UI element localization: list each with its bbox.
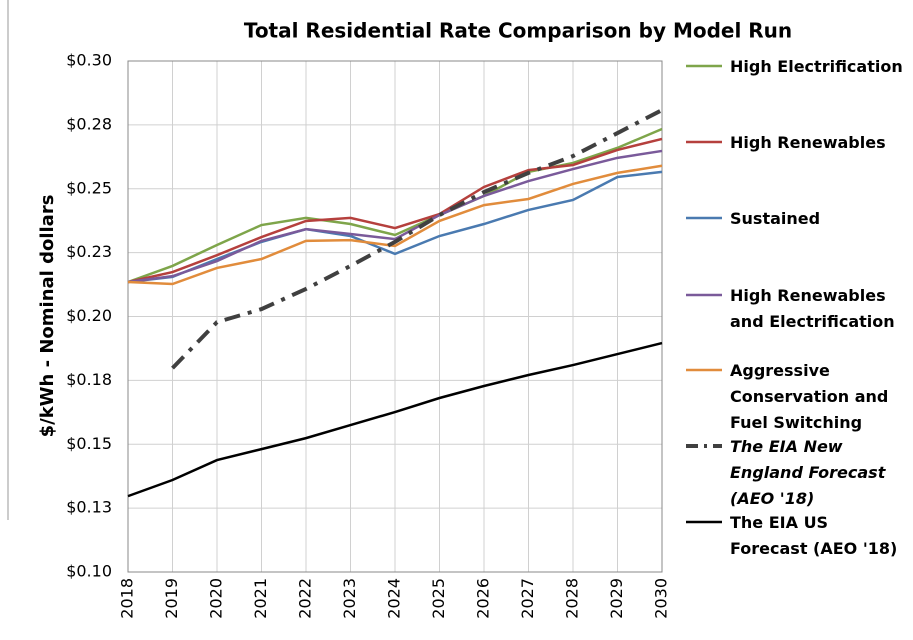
y-axis-label: $/kWh - Nominal dollars [37, 195, 58, 438]
series-line [127, 127, 663, 284]
x-tick-label: 2024 [385, 578, 404, 619]
legend-label: The EIA New England Forecast (AEO '18) [730, 437, 886, 508]
y-tick-label: $0.20 [66, 306, 112, 325]
y-tick-label: $0.28 [66, 114, 112, 133]
legend-label: Sustained [730, 209, 821, 228]
x-tick-label: 2028 [563, 578, 582, 619]
plot-border [127, 60, 663, 573]
series-line [127, 164, 663, 286]
x-tick-label: 2025 [429, 578, 448, 619]
x-tick-label: 2027 [518, 578, 537, 619]
series-line [127, 137, 663, 284]
x-tick-label: 2020 [207, 578, 226, 619]
x-tick-label: 2021 [251, 578, 270, 619]
y-tick-label: $0.15 [66, 434, 112, 453]
x-tick-label: 2029 [607, 578, 626, 619]
x-tick-label: 2019 [162, 578, 181, 619]
series-line [127, 149, 663, 284]
y-tick-label: $0.10 [66, 562, 112, 581]
y-tick-label: $0.25 [66, 178, 112, 197]
legend-label: The EIA US Forecast (AEO '18) [730, 513, 898, 558]
y-tick-label: $0.23 [66, 242, 112, 261]
series-line [171, 108, 663, 370]
legend-label: High Electrification [730, 57, 903, 76]
legend-label: High Renewables and Electrification [730, 286, 895, 331]
legend-label: High Renewables [730, 133, 886, 152]
y-tick-label: $0.13 [66, 498, 112, 517]
x-tick-label: 2030 [652, 578, 671, 619]
y-tick-label: $0.30 [66, 51, 112, 70]
legend-label: Aggressive Conservation and Fuel Switchi… [730, 361, 889, 432]
series-line [127, 170, 663, 284]
series-line [127, 341, 663, 498]
x-tick-label: 2026 [474, 578, 493, 619]
x-tick-label: 2023 [340, 578, 359, 619]
x-tick-label: 2018 [118, 578, 137, 619]
chart-title: Total Residential Rate Comparison by Mod… [244, 19, 792, 43]
x-tick-label: 2022 [296, 578, 315, 619]
y-tick-label: $0.18 [66, 370, 112, 389]
